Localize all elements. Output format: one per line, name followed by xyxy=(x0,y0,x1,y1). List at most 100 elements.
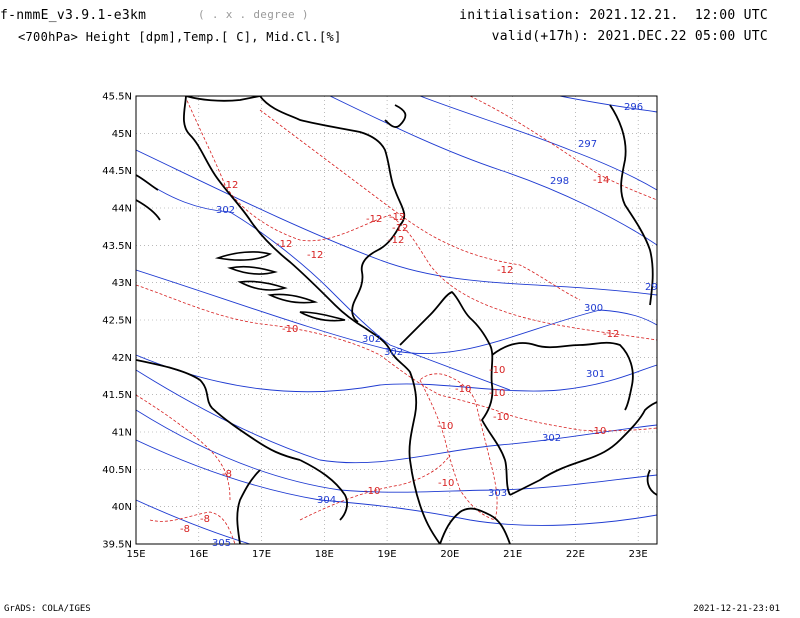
units-label: ( . x . degree ) xyxy=(198,8,309,21)
axis-ticks: 15E 16E 17E 18E 19E 20E 21E 22E 23E 45.5N 45N 44.5N… xyxy=(102,92,647,561)
greece-border xyxy=(509,401,657,496)
height-label: 297 xyxy=(578,139,597,150)
y-tick-label: 40.5N xyxy=(102,465,132,476)
height-contour-300 xyxy=(136,269,657,354)
height-label: 303 xyxy=(488,488,507,499)
y-tick-label: 45N xyxy=(112,129,132,140)
temp-label: -12 xyxy=(497,265,513,276)
height-contour-296 xyxy=(559,96,657,113)
height-label: 298 xyxy=(550,176,569,187)
temp-contour-minus10-south xyxy=(299,454,451,521)
island-5 xyxy=(299,311,346,322)
y-tick-label: 41N xyxy=(112,428,132,439)
montenegro-border xyxy=(399,291,491,346)
temp-label: -12 xyxy=(276,239,292,250)
height-contour-302-b xyxy=(136,369,657,464)
temp-label: -10 xyxy=(590,426,606,437)
height-label: 302 xyxy=(362,334,381,345)
temp-label: -14 xyxy=(593,175,609,186)
x-tick-label: 17E xyxy=(252,549,271,560)
render-timestamp: 2021-12-21-23:01 xyxy=(693,604,780,614)
island-4 xyxy=(267,293,319,304)
height-contour-301 xyxy=(136,354,657,393)
x-tick-label: 15E xyxy=(126,549,145,560)
temp-label: -8 xyxy=(222,469,232,480)
temp-label: -10 xyxy=(489,388,505,399)
x-tick-label: 19E xyxy=(378,549,397,560)
aegean-coast xyxy=(646,469,657,496)
italy-heel-coast xyxy=(236,459,348,544)
height-label: 300 xyxy=(584,303,603,314)
coastlines-borders xyxy=(136,96,657,544)
init-label: initialisation: xyxy=(459,8,582,23)
y-tick-label: 44N xyxy=(112,204,132,215)
slovenia-border xyxy=(185,96,407,128)
grads-credit: GrADS: COLA/IGES xyxy=(4,604,91,614)
y-tick-label: 41.5N xyxy=(102,390,132,401)
island-3 xyxy=(237,280,288,291)
y-tick-label: 42N xyxy=(112,353,132,364)
dalmatian-islands xyxy=(214,251,346,322)
bosnia-serbia-border xyxy=(351,224,401,323)
height-label: 302 xyxy=(384,347,403,358)
x-tick-label: 23E xyxy=(629,549,648,560)
x-tick-label: 21E xyxy=(503,549,522,560)
macedonia-border xyxy=(491,341,634,411)
y-tick-label: 44.5N xyxy=(102,166,132,177)
height-label: 302 xyxy=(216,205,235,216)
temp-label: -8 xyxy=(180,524,190,535)
y-tick-label: 42.5N xyxy=(102,316,132,327)
greece-coast-south xyxy=(439,507,511,544)
y-tick-label: 43.5N xyxy=(102,241,132,252)
initialisation-time: initialisation: 2021.12.21. 12:00 UTC xyxy=(459,8,768,23)
y-tick-label: 39.5N xyxy=(102,540,132,551)
height-contour-304 xyxy=(136,439,657,526)
temp-label: -10 xyxy=(438,478,454,489)
temp-label: -10 xyxy=(489,365,505,376)
model-title: f-nmmE_v3.9.1-e3km xyxy=(0,8,147,23)
bulgaria-border xyxy=(609,104,654,306)
height-contour-299 xyxy=(136,149,657,296)
y-tick-label: 40N xyxy=(112,502,132,513)
y-tick-label: 43N xyxy=(112,278,132,289)
temp-contour-minus8-b xyxy=(149,511,236,544)
island-2 xyxy=(227,265,278,275)
height-label: 29 xyxy=(645,282,658,293)
valid-value: 2021.DEC.22 05:00 UTC xyxy=(597,29,768,44)
temp-contour-minus10-west xyxy=(136,284,657,432)
height-contour-labels: 296 297 298 29 300 301 302 302 302 302 3… xyxy=(212,102,658,549)
height-label: 302 xyxy=(542,433,561,444)
temp-label: -10 xyxy=(455,384,471,395)
temp-label: -12 xyxy=(389,212,405,223)
temperature-contour-labels: -12 -12 -12 -12 -12 -12 -12 -12 -12 -14 … xyxy=(180,175,619,535)
croatia-inland-border xyxy=(259,96,406,226)
temp-contour-minus8-a xyxy=(136,394,231,501)
temp-contour-minus12-north xyxy=(184,96,657,341)
lat-lon-grid xyxy=(136,96,657,544)
x-tick-label: 18E xyxy=(315,549,334,560)
y-tick-label: 45.5N xyxy=(102,92,132,103)
height-label: 301 xyxy=(586,369,605,380)
albania-kosovo-border xyxy=(481,344,511,496)
height-contour-298 xyxy=(329,96,657,246)
montenegro-albania-coast xyxy=(364,327,441,544)
height-label: 296 xyxy=(624,102,643,113)
temp-contour-minus14 xyxy=(469,96,657,201)
init-value: 2021.12.21. 12:00 UTC xyxy=(589,8,768,23)
height-label: 305 xyxy=(212,538,231,549)
temperature-contours xyxy=(136,96,657,544)
x-tick-label: 20E xyxy=(440,549,459,560)
adriatic-west-coast xyxy=(136,174,161,221)
temp-label: -10 xyxy=(493,412,509,423)
temp-label: -12 xyxy=(222,180,238,191)
height-label: 304 xyxy=(317,495,336,506)
temp-contour-minus10-center xyxy=(419,373,498,521)
map-frame xyxy=(135,95,658,545)
valid-time: valid(+17h): 2021.DEC.22 05:00 UTC xyxy=(492,29,768,44)
temp-label: -10 xyxy=(282,324,298,335)
italy-coast-south xyxy=(136,359,301,461)
temp-label: -10 xyxy=(364,486,380,497)
temp-contour-minus12-inner xyxy=(259,109,581,301)
temp-label: -12 xyxy=(603,329,619,340)
